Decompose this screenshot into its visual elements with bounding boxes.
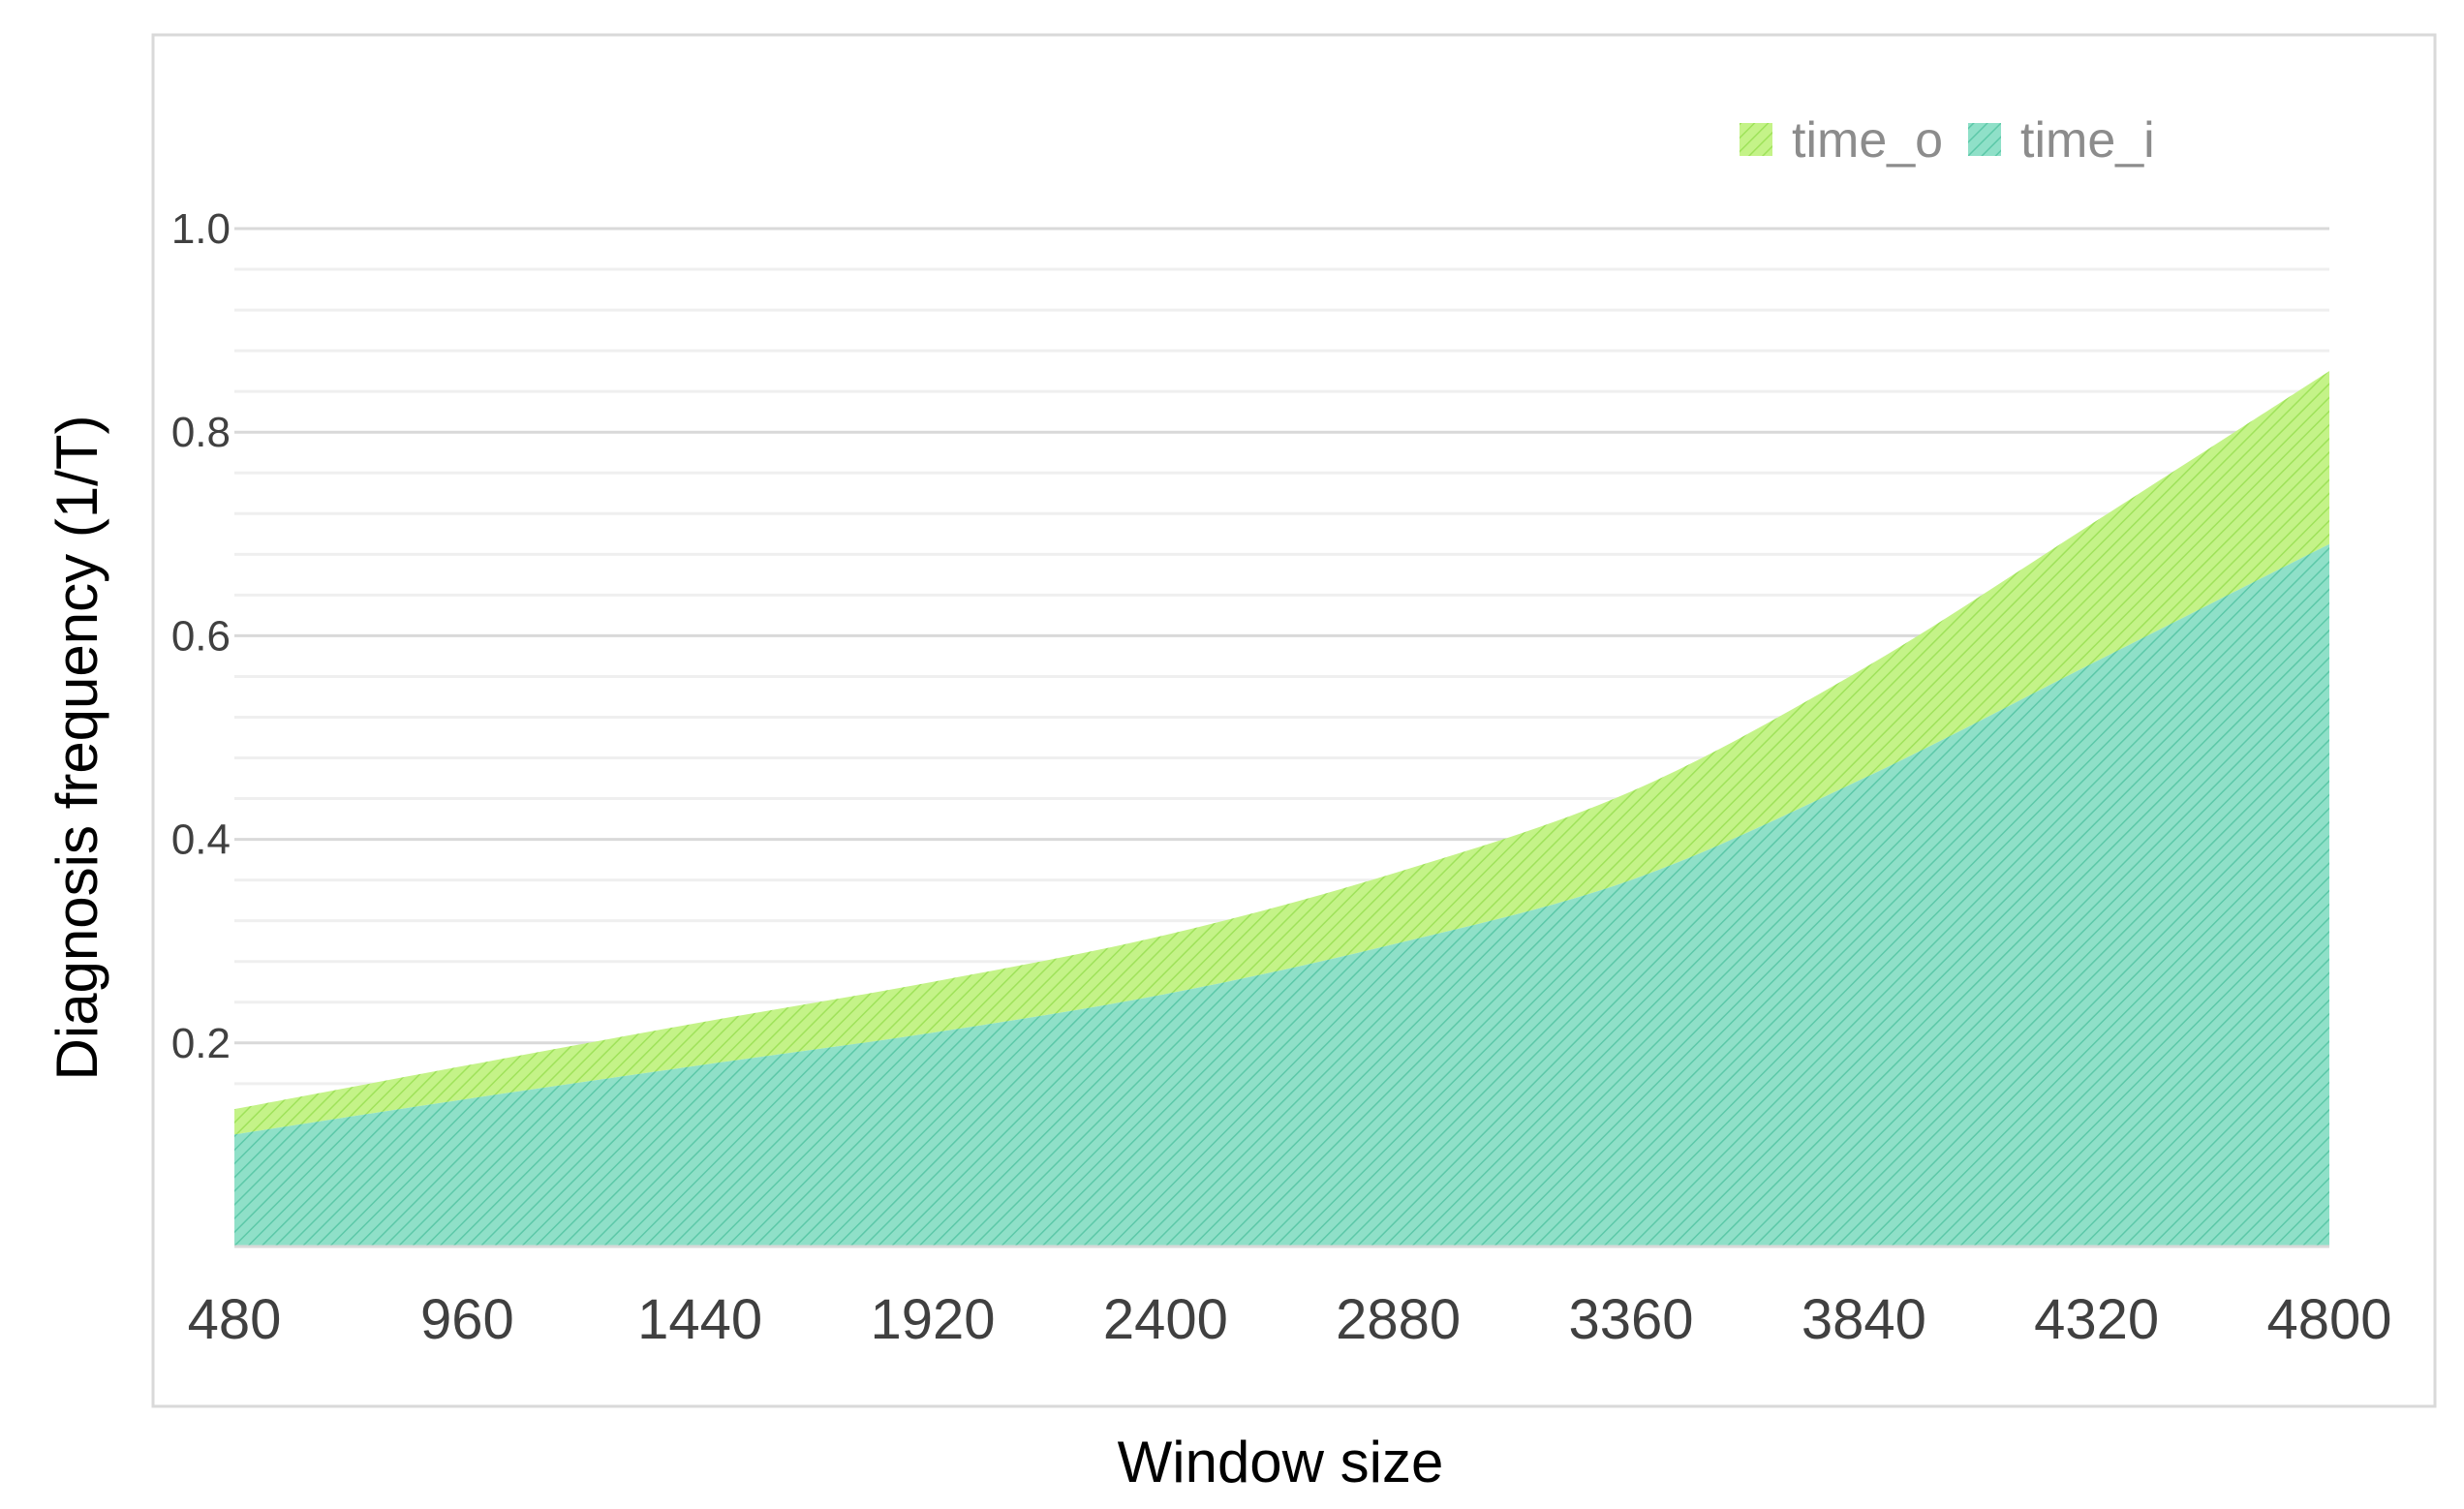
- x-tick-label: 1920: [870, 1288, 995, 1351]
- legend-swatch: [1968, 123, 2001, 156]
- x-axis-ticks: 480 960 1440 1920 2400 2880 3360 3840 4320 4800: [188, 1288, 2392, 1351]
- area-time-i: [234, 543, 2329, 1247]
- x-tick-label: 4320: [2034, 1288, 2159, 1351]
- x-tick-label: 2880: [1336, 1288, 1461, 1351]
- y-tick-label: 0.2: [171, 1020, 231, 1067]
- area-series: [234, 371, 2329, 1248]
- legend-label: time_o: [1792, 112, 1943, 169]
- y-tick-label: 1.0: [171, 205, 231, 253]
- x-tick-label: 960: [420, 1288, 514, 1351]
- y-tick-label: 0.6: [171, 612, 231, 660]
- x-tick-label: 1440: [637, 1288, 762, 1351]
- x-tick-label: 2400: [1103, 1288, 1228, 1351]
- x-tick-label: 3360: [1568, 1288, 1693, 1351]
- x-tick-label: 3840: [1802, 1288, 1926, 1351]
- y-tick-label: 0.8: [171, 409, 231, 456]
- area-time-o: [234, 371, 2329, 1135]
- legend: time_o time_i: [1740, 112, 2155, 169]
- y-tick-label: 0.4: [171, 816, 231, 864]
- x-tick-label: 480: [188, 1288, 282, 1351]
- legend-label: time_i: [2020, 112, 2155, 169]
- y-axis-ticks: 0.2 0.4 0.6 0.8 1.0: [171, 205, 231, 1067]
- x-tick-label: 4800: [2266, 1288, 2391, 1351]
- legend-swatch: [1740, 123, 1772, 156]
- x-axis-title: Window size: [1118, 1430, 1444, 1494]
- y-axis-title: Diagnosis frequency (1/T): [45, 416, 109, 1081]
